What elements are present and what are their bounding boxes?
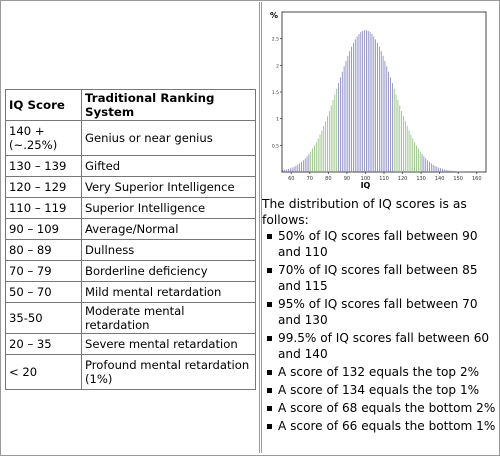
list-item: 50% of IQ scores fall between 90 and 110 xyxy=(264,228,498,260)
iq-score-cell: 50 – 70 xyxy=(5,281,82,303)
x-tick-label: 70 xyxy=(307,176,313,182)
iq-score-cell: < 20 xyxy=(5,354,82,390)
iq-score-cell: 35-50 xyxy=(5,302,82,334)
ranking-cell: Gifted xyxy=(81,155,256,177)
list-item-text: A score of 68 equals the bottom 2% xyxy=(278,401,496,415)
ranking-cell: Genius or near genius xyxy=(81,120,256,156)
header-iq-score: IQ Score xyxy=(5,89,82,121)
iq-score-cell: 120 – 129 xyxy=(5,176,82,198)
list-item: A score of 134 equals the top 1% xyxy=(264,382,498,398)
table-row: 20 – 35 Severe mental retardation xyxy=(5,333,256,355)
list-item-text: 50% of IQ scores fall between 90 and 110 xyxy=(278,229,478,259)
list-item-text: 70% of IQ scores fall between 85 and 115 xyxy=(278,263,478,293)
bullet-icon xyxy=(267,370,272,375)
y-tick-label: 2.5 xyxy=(272,37,279,43)
table-row: 50 – 70 Mild mental retardation xyxy=(5,281,256,303)
bullet-icon xyxy=(267,336,272,341)
x-tick-label: 110 xyxy=(379,176,389,182)
table-row: < 20 Profound mental retardation (1%) xyxy=(5,354,256,390)
x-tick-label: 90 xyxy=(344,176,350,182)
bullet-icon xyxy=(267,302,272,307)
y-axis-label: % xyxy=(270,11,278,20)
list-item-text: 99.5% of IQ scores fall between 60 and 1… xyxy=(278,331,490,361)
x-tick-label: 130 xyxy=(416,176,426,182)
table-row: 70 – 79 Borderline deficiency xyxy=(5,260,256,282)
bullet-icon xyxy=(267,406,272,411)
iq-score-cell: 20 – 35 xyxy=(5,333,82,355)
y-tick-label: 1.5 xyxy=(272,90,279,96)
y-tick-label: 2 xyxy=(276,63,279,69)
list-item-text: A score of 134 equals the top 1% xyxy=(278,383,480,397)
list-item: 70% of IQ scores fall between 85 and 115 xyxy=(264,262,498,294)
x-axis-label: IQ xyxy=(361,181,371,190)
list-item: A score of 66 equals the bottom 1% xyxy=(264,418,498,434)
ranking-cell: Severe mental retardation xyxy=(81,333,256,355)
column-divider-inner xyxy=(261,2,262,453)
table-row: 35-50 Moderate mental retardation xyxy=(5,302,256,334)
iq-score-cell: 140 + (~.25%) xyxy=(5,120,82,156)
table-row: 90 – 109 Average/Normal xyxy=(5,218,256,240)
table-row: 140 + (~.25%) Genius or near genius xyxy=(5,120,256,156)
table-row: 120 – 129 Very Superior Intelligence xyxy=(5,176,256,198)
list-item: 95% of IQ scores fall between 70 and 130 xyxy=(264,296,498,328)
x-tick-label: 100 xyxy=(361,176,371,182)
x-tick-label: 150 xyxy=(453,176,463,182)
list-item-text: A score of 66 equals the bottom 1% xyxy=(278,419,496,433)
plot-area xyxy=(281,11,487,173)
ranking-cell: Very Superior Intelligence xyxy=(81,176,256,198)
x-tick-label: 160 xyxy=(472,176,482,182)
table-row: 110 – 119 Superior Intelligence xyxy=(5,197,256,219)
distribution-bullet-list: 50% of IQ scores fall between 90 and 110… xyxy=(264,228,498,436)
y-tick-label: 1 xyxy=(276,117,279,123)
bullet-icon xyxy=(267,268,272,273)
iq-distribution-chart: 2.5 2 1.5 1 0.5 60 70 80 90 100 110 120 130 140 150 160… xyxy=(264,4,492,192)
ranking-cell: Average/Normal xyxy=(81,218,256,240)
iq-score-cell: 80 – 89 xyxy=(5,239,82,261)
list-item: A score of 132 equals the top 2% xyxy=(264,364,498,380)
ranking-cell: Profound mental retardation (1%) xyxy=(81,354,256,390)
iq-score-cell: 70 – 79 xyxy=(5,260,82,282)
chart-svg: 2.5 2 1.5 1 0.5 60 70 80 90 100 110 120 130 140 150 160… xyxy=(270,11,487,190)
table-header-row: IQ Score Traditional Ranking System xyxy=(5,89,256,121)
bullet-icon xyxy=(267,388,272,393)
list-item-text: A score of 132 equals the top 2% xyxy=(278,365,480,379)
header-ranking-system: Traditional Ranking System xyxy=(81,89,256,121)
distribution-intro: The distribution of IQ scores is as foll… xyxy=(262,197,467,227)
ranking-cell: Dullness xyxy=(81,239,256,261)
iq-ranking-table: IQ Score Traditional Ranking System 140 … xyxy=(5,89,256,390)
column-divider xyxy=(259,2,260,453)
list-item: 99.5% of IQ scores fall between 60 and 1… xyxy=(264,330,498,362)
ranking-cell: Borderline deficiency xyxy=(81,260,256,282)
ranking-cell: Superior Intelligence xyxy=(81,197,256,219)
x-tick-label: 60 xyxy=(288,176,294,182)
iq-score-cell: 110 – 119 xyxy=(5,197,82,219)
bullet-icon xyxy=(267,424,272,429)
bullet-icon xyxy=(267,234,272,239)
x-tick-label: 120 xyxy=(398,176,408,182)
iq-score-cell: 130 – 139 xyxy=(5,155,82,177)
iq-score-cell: 90 – 109 xyxy=(5,218,82,240)
list-item: A score of 68 equals the bottom 2% xyxy=(264,400,498,416)
y-tick-label: 0.5 xyxy=(272,143,279,149)
x-tick-label: 140 xyxy=(435,176,445,182)
table-row: 130 – 139 Gifted xyxy=(5,155,256,177)
table-row: 80 – 89 Dullness xyxy=(5,239,256,261)
ranking-cell: Mild mental retardation xyxy=(81,281,256,303)
list-item-text: 95% of IQ scores fall between 70 and 130 xyxy=(278,297,478,327)
x-tick-label: 80 xyxy=(325,176,331,182)
ranking-cell: Moderate mental retardation xyxy=(81,302,256,334)
